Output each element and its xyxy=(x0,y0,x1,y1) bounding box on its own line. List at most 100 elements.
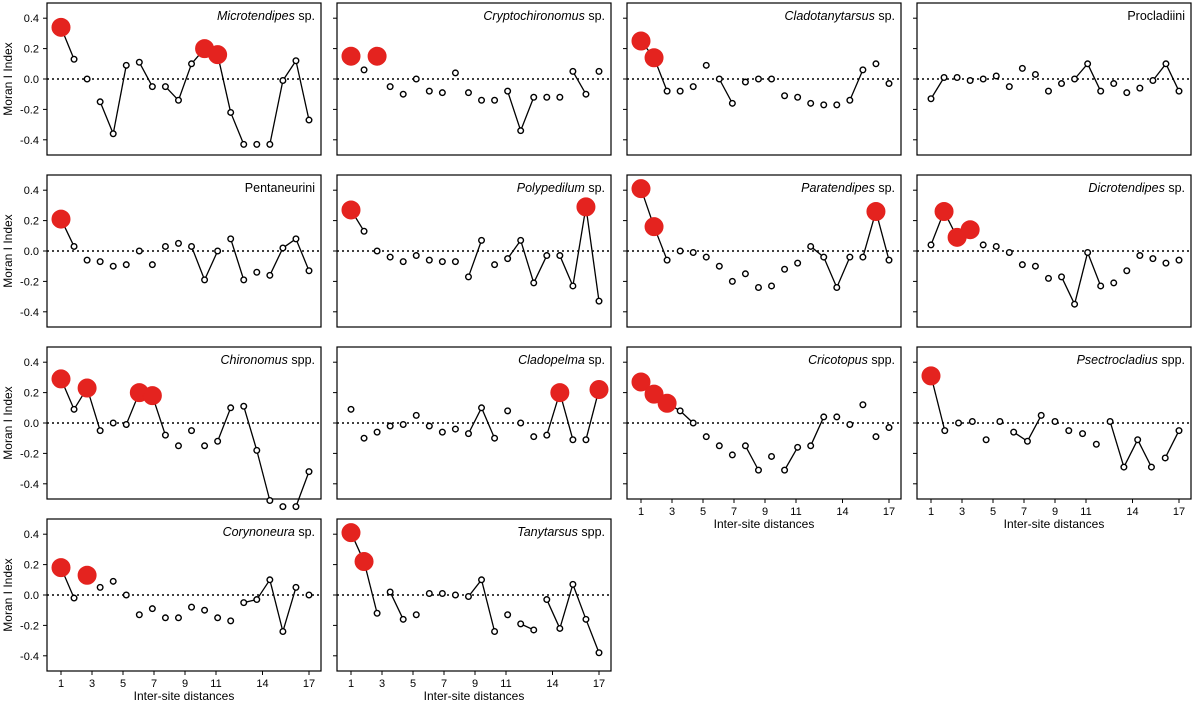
data-point xyxy=(386,83,394,91)
series-segment xyxy=(1026,415,1042,442)
data-point xyxy=(135,58,143,66)
data-point xyxy=(161,242,169,250)
data-point xyxy=(347,405,355,413)
series-segment xyxy=(849,69,864,101)
significant-point xyxy=(341,523,361,543)
series-segment xyxy=(559,255,574,287)
data-point xyxy=(504,255,512,263)
data-point xyxy=(305,591,313,599)
significant-point xyxy=(51,209,71,229)
data-point xyxy=(676,87,684,95)
data-point xyxy=(1097,282,1105,290)
panel-title-suffix: spp. xyxy=(288,353,315,367)
data-point xyxy=(478,576,486,584)
panel-title: Paratendipes sp. xyxy=(801,181,895,195)
significant-point xyxy=(142,386,162,406)
data-point xyxy=(1123,89,1131,97)
panel-title: Cladotanytarsus sp. xyxy=(785,9,895,23)
y-tick-label: 0.0 xyxy=(24,246,39,258)
data-point xyxy=(96,427,104,435)
data-point xyxy=(478,404,486,412)
series-segment xyxy=(138,61,153,87)
data-point xyxy=(109,262,117,270)
data-point xyxy=(1084,60,1092,68)
data-point xyxy=(530,93,538,101)
data-point xyxy=(253,596,261,604)
data-point xyxy=(1175,427,1183,435)
data-point xyxy=(438,589,446,597)
data-point xyxy=(253,446,261,454)
data-point xyxy=(174,239,182,247)
data-point xyxy=(941,427,949,435)
series-segment xyxy=(177,63,193,101)
data-point xyxy=(595,67,603,75)
data-point xyxy=(1023,437,1031,445)
panel-title: Corynoneura sp. xyxy=(223,525,315,539)
data-point xyxy=(1065,427,1073,435)
data-point xyxy=(292,57,300,65)
series-segment xyxy=(216,54,232,113)
data-point xyxy=(1018,64,1026,72)
series-segment xyxy=(572,71,587,95)
data-point xyxy=(1058,80,1066,88)
data-point xyxy=(122,261,130,269)
significant-point xyxy=(576,197,596,217)
data-point xyxy=(556,93,564,101)
data-point xyxy=(386,588,394,596)
series-segment xyxy=(744,445,760,471)
data-point xyxy=(83,256,91,264)
series-segment xyxy=(256,579,271,600)
y-tick-label: -0.2 xyxy=(20,620,39,632)
panel-1: Cryptochironomus sp. xyxy=(333,2,612,156)
data-point xyxy=(885,256,893,264)
x-tick-label: 7 xyxy=(441,678,447,690)
series-segment xyxy=(480,407,496,439)
panel-title-suffix: sp. xyxy=(875,9,895,23)
data-point xyxy=(109,419,117,427)
series-segment xyxy=(243,406,258,451)
data-point xyxy=(1092,440,1100,448)
panel-title-genus: Psectrocladius xyxy=(1077,353,1158,367)
data-point xyxy=(70,242,78,250)
series-segment xyxy=(930,77,945,100)
data-point xyxy=(1149,77,1157,85)
significant-point xyxy=(921,366,941,386)
data-point xyxy=(517,419,525,427)
data-point xyxy=(702,61,710,69)
data-point xyxy=(992,72,1000,80)
data-point xyxy=(859,401,867,409)
series-segment xyxy=(507,90,522,131)
data-point xyxy=(438,428,446,436)
data-point xyxy=(266,497,274,505)
y-tick-label: -0.2 xyxy=(20,104,39,116)
data-point xyxy=(188,242,196,250)
data-point xyxy=(754,466,762,474)
significant-point xyxy=(589,380,609,400)
data-point xyxy=(201,442,209,450)
data-point xyxy=(846,96,854,104)
data-point xyxy=(279,627,287,635)
series-segment xyxy=(533,255,548,284)
panel-3: Procladiini xyxy=(913,2,1192,156)
panel-title: Chironomus spp. xyxy=(221,353,316,367)
x-axis-title: Inter-site distances xyxy=(424,689,525,701)
data-point xyxy=(530,433,538,441)
series-segment xyxy=(572,584,587,620)
data-point xyxy=(1110,279,1118,287)
series-segment xyxy=(295,60,310,121)
data-point xyxy=(885,80,893,88)
data-point xyxy=(859,253,867,261)
x-tick-label: 3 xyxy=(379,678,385,690)
series-segment xyxy=(520,240,535,284)
y-tick-label: 0.0 xyxy=(24,590,39,602)
data-point xyxy=(872,60,880,68)
series-segment xyxy=(295,471,310,507)
data-point xyxy=(728,99,736,107)
panel-title-suffix: spp. xyxy=(1158,353,1185,367)
panel-title-suffix: sp. xyxy=(1165,181,1185,195)
significant-point xyxy=(51,369,71,389)
x-tick-label: 5 xyxy=(120,678,126,690)
significant-point xyxy=(208,45,228,65)
data-point xyxy=(820,101,828,109)
